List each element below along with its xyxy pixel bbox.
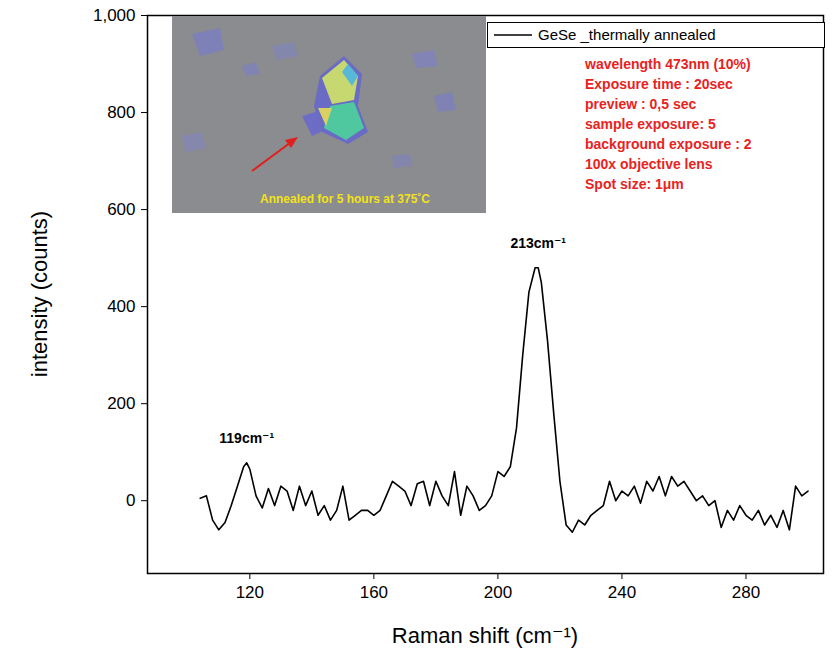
html-text:100x objective lens: 100x objective lens: [585, 156, 713, 172]
svg-text:213cm⁻¹: 213cm⁻¹: [510, 235, 566, 251]
html-text:Spot size: 1μm: Spot size: 1μm: [585, 176, 684, 192]
svg-text:240: 240: [608, 583, 636, 602]
html-text:sample exposure: 5: sample exposure: 5: [585, 116, 716, 132]
html-text:background exposure : 2: background exposure : 2: [585, 136, 752, 152]
svg-text:400: 400: [107, 297, 135, 316]
html-text:wavelength 473nm (10%): wavelength 473nm (10%): [585, 56, 751, 72]
svg-text:120: 120: [236, 583, 264, 602]
svg-text:600: 600: [107, 200, 135, 219]
svg-text:1,000: 1,000: [93, 6, 136, 25]
svg-text:Annealed for 5 hours at 375˚C: Annealed for 5 hours at 375˚C: [260, 192, 430, 206]
html-text:Exposure time : 20sec: Exposure time : 20sec: [585, 76, 733, 92]
html-text:intensity (counts): intensity (counts): [27, 210, 52, 378]
svg-text:0: 0: [126, 491, 135, 510]
svg-text:160: 160: [360, 583, 388, 602]
svg-text:200: 200: [107, 394, 135, 413]
svg-text:800: 800: [107, 103, 135, 122]
svg-text:280: 280: [732, 583, 760, 602]
html-text:preview : 0,5 sec: preview : 0,5 sec: [585, 96, 697, 112]
svg-text:119cm⁻¹: 119cm⁻¹: [219, 430, 274, 446]
svg-text:GeSe _thermally annealed: GeSe _thermally annealed: [538, 26, 716, 43]
svg-text:200: 200: [484, 583, 512, 602]
html-text:Raman shift (cm⁻¹): Raman shift (cm⁻¹): [391, 623, 579, 648]
